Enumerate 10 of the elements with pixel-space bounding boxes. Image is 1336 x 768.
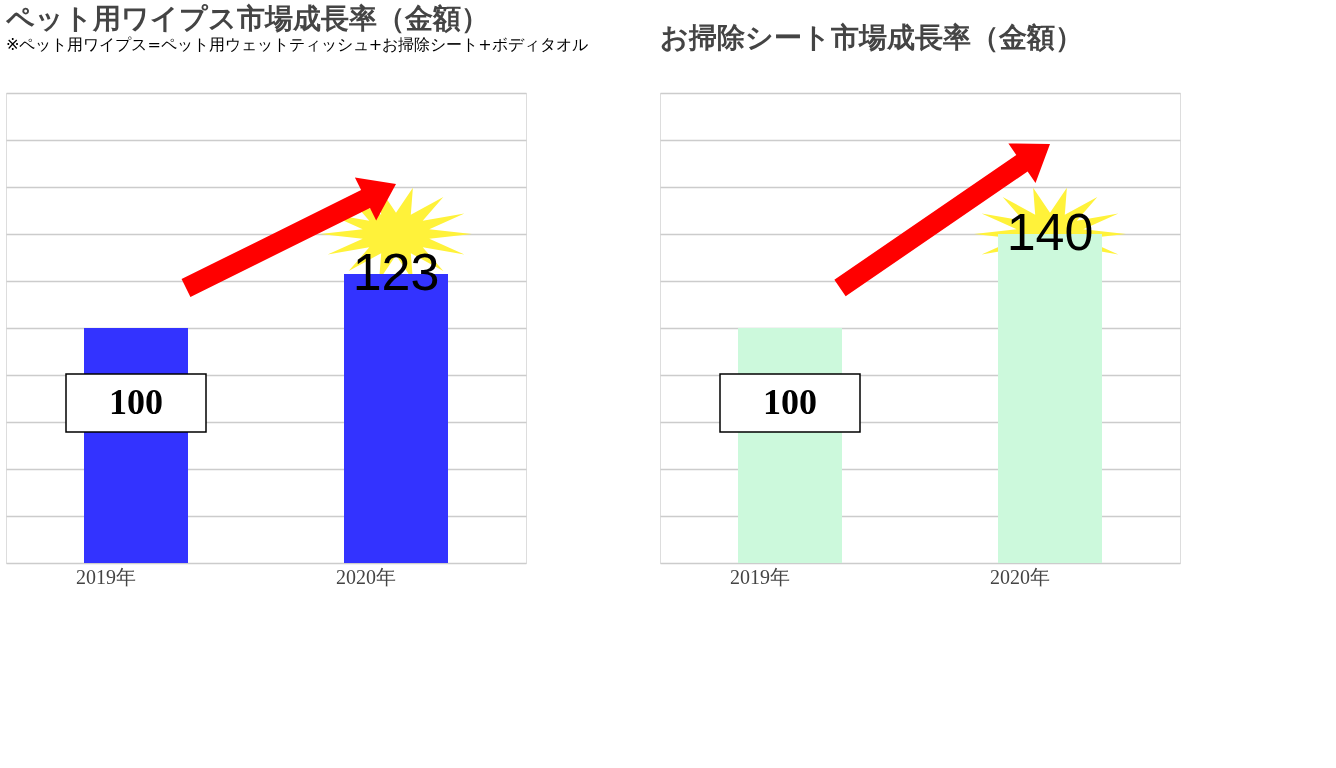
chart-subtitle: ※ペット用ワイプス=ペット用ウェットティッシュ+お掃除シート+ボディタオル — [6, 35, 588, 54]
data-label: 100 — [109, 382, 163, 422]
x-tick-label: 2020年 — [336, 565, 396, 588]
data-label: 123 — [352, 242, 440, 301]
chart-title: お掃除シート市場成長率（金額） — [660, 21, 1083, 54]
x-tick-label: 2020年 — [990, 565, 1050, 588]
chart-title: ペット用ワイプス市場成長率（金額） — [5, 2, 489, 35]
x-tick-label: 2019年 — [76, 565, 136, 588]
data-label: 100 — [763, 382, 817, 422]
x-tick-label: 2019年 — [730, 565, 790, 588]
